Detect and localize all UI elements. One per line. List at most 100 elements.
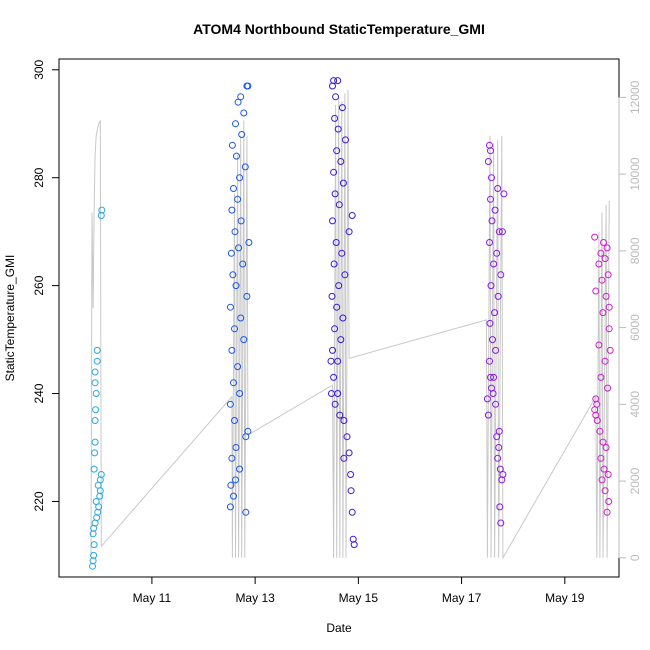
data-point (230, 492, 237, 500)
data-point (244, 427, 252, 435)
data-point (348, 508, 356, 516)
data-point (232, 444, 240, 451)
data-point (595, 341, 603, 349)
data-point (329, 346, 336, 354)
data-point (332, 239, 340, 246)
y-tick-label: 220 (32, 491, 46, 511)
data-point (230, 185, 237, 192)
y2-tick-label: 0 (628, 554, 642, 561)
data-point (347, 471, 355, 478)
data-point (229, 271, 237, 279)
data-point (496, 503, 504, 511)
data-point (489, 390, 497, 397)
data-point (234, 98, 242, 106)
data-point (489, 336, 496, 344)
chart-title: ATOM4 Northbound StaticTemperature_GMI (193, 21, 485, 37)
y-axis-left: 220 240 260 280 300 (32, 59, 60, 511)
data-point (486, 357, 493, 365)
data-point (487, 373, 494, 381)
y-axis-label: StaticTemperature_GMI (3, 255, 17, 382)
data-point (486, 141, 493, 149)
y-tick-label: 260 (32, 275, 46, 295)
data-point (329, 217, 336, 225)
data-point (339, 179, 347, 187)
data-point (349, 535, 357, 543)
data-point (328, 292, 336, 300)
data-point (89, 562, 96, 570)
data-point (605, 498, 613, 505)
data-point (604, 271, 612, 279)
data-point (240, 336, 248, 344)
data-point (591, 233, 599, 241)
x-axis: May 11 May 13 May 15 May 17 May 19 (133, 576, 585, 605)
data-point (606, 346, 614, 354)
data-point (497, 519, 505, 527)
y2-tick-label: 6000 (628, 314, 642, 341)
data-point (484, 158, 492, 165)
data-point (244, 82, 252, 90)
data-point (228, 141, 236, 149)
data-point (498, 228, 506, 236)
data-point (93, 514, 101, 522)
data-point (339, 314, 347, 322)
data-point (499, 471, 507, 478)
data-points-layer (89, 77, 614, 570)
data-point (330, 168, 338, 176)
data-point (334, 390, 342, 397)
data-point (335, 282, 343, 290)
data-point (336, 411, 344, 419)
data-point (605, 325, 613, 333)
data-point (228, 454, 236, 462)
data-point (91, 368, 99, 376)
y-axis-right: 0 2000 4000 6000 8000 10000 12000 (618, 80, 642, 561)
data-point (97, 212, 105, 219)
data-point (338, 249, 346, 257)
data-point (236, 465, 244, 473)
data-point (91, 449, 99, 457)
data-point (597, 454, 605, 462)
data-point (600, 239, 607, 246)
data-point (345, 228, 353, 236)
data-point (333, 147, 341, 155)
data-point (600, 465, 608, 473)
data-point (496, 465, 504, 473)
data-point (598, 476, 606, 484)
data-point (331, 114, 339, 122)
data-point (232, 120, 239, 128)
data-point (334, 125, 342, 133)
data-point (340, 454, 348, 462)
data-point (494, 185, 502, 192)
data-point (90, 541, 98, 549)
data-point (93, 346, 101, 354)
x-tick-label: May 11 (133, 591, 172, 605)
data-point (488, 217, 496, 225)
data-point (592, 395, 600, 403)
data-point (494, 454, 502, 462)
data-point (491, 309, 499, 317)
data-point (240, 109, 248, 117)
data-point (89, 557, 97, 565)
data-point (333, 303, 341, 311)
data-point (337, 158, 345, 165)
data-point (91, 438, 99, 446)
data-point (90, 551, 98, 559)
data-point (328, 390, 335, 397)
data-point (487, 282, 495, 290)
y2-tick-label: 4000 (628, 391, 642, 418)
data-point (602, 444, 610, 451)
x-axis-label: Date (326, 621, 352, 635)
data-point (342, 136, 349, 144)
data-point (487, 195, 494, 203)
data-point (327, 357, 335, 365)
data-point (228, 346, 236, 354)
data-point (483, 395, 491, 403)
data-point (335, 201, 343, 209)
data-point (92, 406, 100, 414)
data-point (495, 228, 503, 236)
y-tick-label: 240 (32, 383, 46, 403)
data-point (331, 325, 339, 333)
data-point (598, 276, 606, 284)
data-point (334, 357, 342, 365)
y2-tick-label: 2000 (628, 467, 642, 494)
